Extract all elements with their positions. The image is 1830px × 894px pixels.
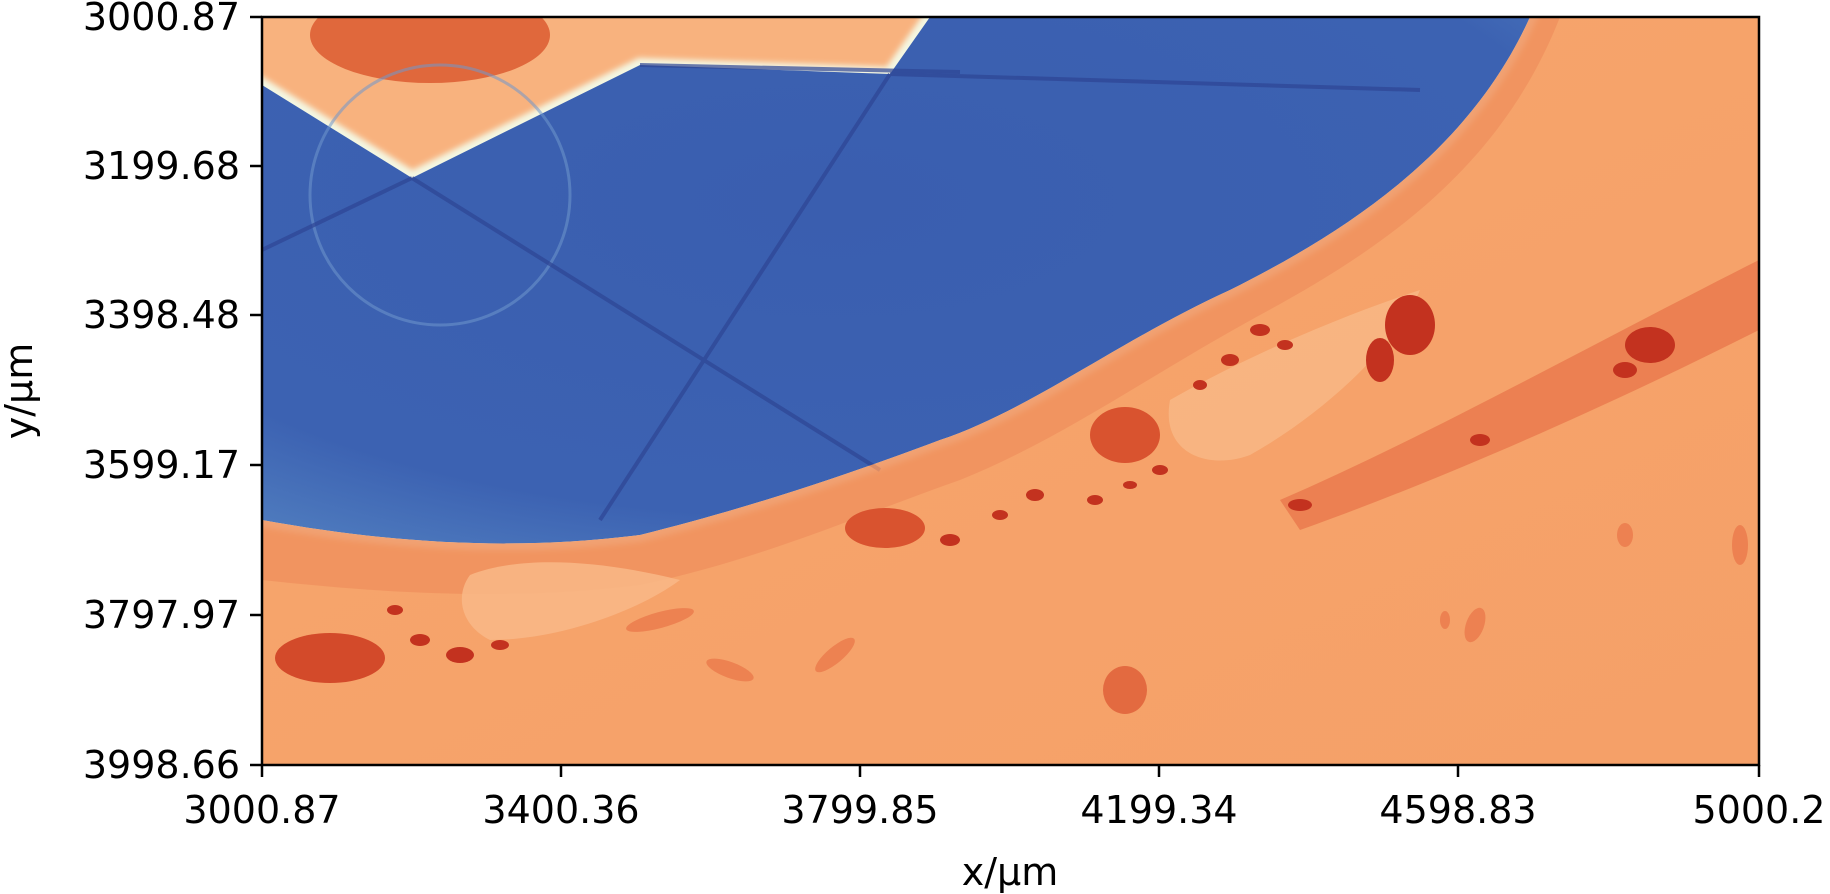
y-axis bbox=[250, 15, 262, 767]
x-tick-label: 5000.2 bbox=[1693, 788, 1826, 832]
streak-lines bbox=[262, 63, 1421, 522]
y-tick-label: 3398.48 bbox=[83, 293, 240, 337]
x-axis-label: x/μm bbox=[962, 850, 1058, 894]
y-tick-label: 3998.66 bbox=[83, 743, 240, 787]
x-tick-label: 4199.34 bbox=[1080, 788, 1237, 832]
diagonal-band bbox=[1280, 260, 1759, 530]
pores bbox=[275, 295, 1675, 714]
plot-frame bbox=[260, 15, 1761, 767]
dark-inclusion bbox=[310, 17, 550, 83]
x-tick-label: 3799.85 bbox=[781, 788, 938, 832]
y-tick-label: 3000.87 bbox=[83, 0, 240, 39]
x-tick-labels: 3000.87 3400.36 3799.85 4199.34 4598.83 … bbox=[183, 788, 1825, 832]
light-grain bbox=[461, 562, 680, 640]
ring-artifact bbox=[308, 63, 572, 327]
micrograph-image bbox=[262, 17, 1759, 765]
x-tick-label: 3000.87 bbox=[183, 788, 340, 832]
y-tick-label: 3199.68 bbox=[83, 144, 240, 188]
x-tick-label: 3400.36 bbox=[482, 788, 639, 832]
elongated-inclusions bbox=[626, 523, 1748, 682]
y-tick-label: 3797.97 bbox=[83, 593, 240, 637]
x-tick-label: 4598.83 bbox=[1379, 788, 1536, 832]
y-axis-label: y/μm bbox=[0, 343, 41, 439]
y-tick-label: 3599.17 bbox=[83, 443, 240, 487]
void-region bbox=[262, 17, 1530, 544]
porous-band bbox=[262, 17, 1560, 595]
y-tick-labels: 3000.87 3199.68 3398.48 3599.17 3797.97 … bbox=[83, 0, 240, 787]
light-grain bbox=[1168, 290, 1420, 461]
x-axis bbox=[260, 765, 1761, 777]
